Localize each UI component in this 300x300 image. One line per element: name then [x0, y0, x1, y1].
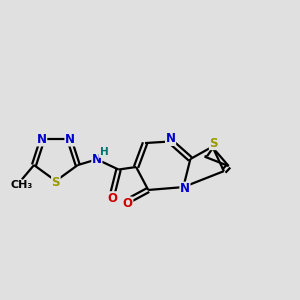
Text: N: N [65, 133, 75, 146]
Text: O: O [108, 192, 118, 205]
Text: CH₃: CH₃ [10, 180, 32, 190]
Text: N: N [180, 182, 190, 195]
Text: O: O [123, 197, 133, 210]
Text: N: N [92, 153, 102, 166]
Text: N: N [37, 133, 47, 146]
Text: S: S [209, 136, 218, 150]
Text: H: H [100, 147, 108, 157]
Text: S: S [52, 176, 60, 189]
Text: N: N [166, 132, 176, 146]
